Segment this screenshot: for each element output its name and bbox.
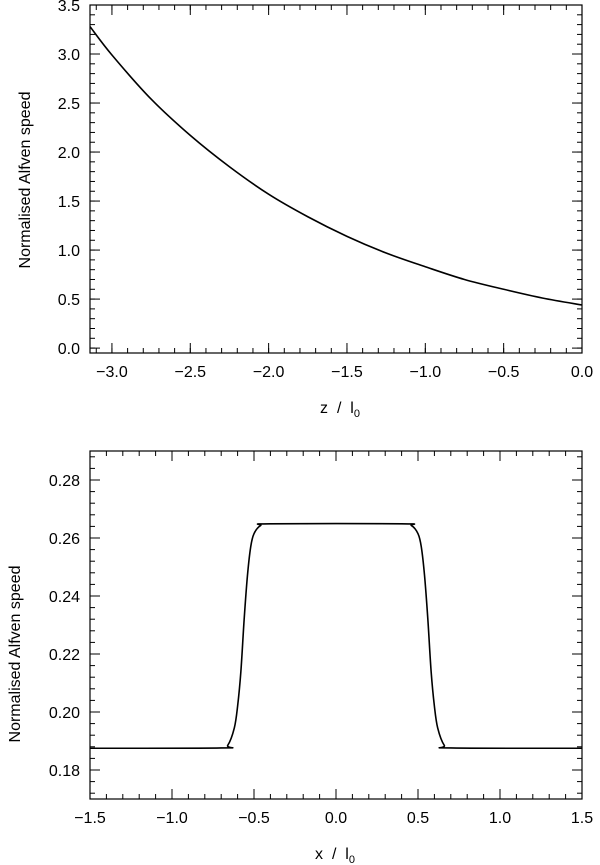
top-x-tick-label: 0.0 <box>571 364 593 381</box>
top-x-tick-label: −1.0 <box>410 364 442 381</box>
top-y-tick-label: 2.0 <box>58 145 80 162</box>
top-ylabel: Normalised Alfven speed <box>17 92 34 269</box>
bottom-y-tick-label: 0.28 <box>49 473 80 490</box>
top-x-tick-label: −2.5 <box>174 364 206 381</box>
bottom-x-tick-label: 0.5 <box>407 810 429 827</box>
top-y-tick-label: 2.5 <box>58 96 80 113</box>
bottom-y-tick-label: 0.26 <box>49 531 80 548</box>
bottom-xlabel-subscript: 0 <box>349 854 355 865</box>
top-x-tick-label: −2.0 <box>253 364 285 381</box>
top-x-tick-label: −3.0 <box>96 364 128 381</box>
top-y-tick-label: 3.0 <box>58 47 80 64</box>
top-x-tick-label: −0.5 <box>488 364 520 381</box>
bottom-series-line-0 <box>89 522 583 750</box>
top-plot-frame <box>89 4 583 354</box>
top-series-line-0 <box>89 26 583 306</box>
bottom-x-tick-label: −1.5 <box>74 810 106 827</box>
bottom-x-tick-label: 0.0 <box>325 810 347 827</box>
bottom-panel: Normalised Alfven speed x / l0 −1.5 −1.0 −… <box>7 450 593 865</box>
top-xlabel-subscript: 0 <box>354 408 360 420</box>
bottom-y-tick-label: 0.20 <box>49 705 80 722</box>
bottom-x-tick-label: 1.0 <box>489 810 511 827</box>
top-xlabel-main: z / l <box>320 400 354 417</box>
bottom-y-tick-label: 0.24 <box>49 589 80 606</box>
bottom-plot-frame <box>89 450 583 800</box>
bottom-x-tick-label: −1.0 <box>156 810 188 827</box>
top-y-tick-label: 0.5 <box>58 292 80 309</box>
top-panel: Normalised Alfven speed z / l0 −3.0 −2.5 −… <box>17 0 593 420</box>
bottom-x-tick-label: −0.5 <box>238 810 270 827</box>
top-y-tick-label: 3.5 <box>58 0 80 15</box>
bottom-xlabel-main: x / l <box>315 846 349 863</box>
top-y-tick-label: 1.0 <box>58 243 80 260</box>
bottom-y-tick-label: 0.18 <box>49 763 80 780</box>
top-y-tick-label: 0.0 <box>58 341 80 358</box>
top-y-tick-label: 1.5 <box>58 194 80 211</box>
bottom-x-tick-label: 1.5 <box>571 810 593 827</box>
bottom-y-tick-label: 0.22 <box>49 647 80 664</box>
bottom-xlabel: x / l0 <box>315 846 355 865</box>
top-x-tick-label: −1.5 <box>331 364 363 381</box>
top-xlabel: z / l0 <box>320 400 360 420</box>
bottom-ylabel: Normalised Alfven speed <box>7 566 24 743</box>
